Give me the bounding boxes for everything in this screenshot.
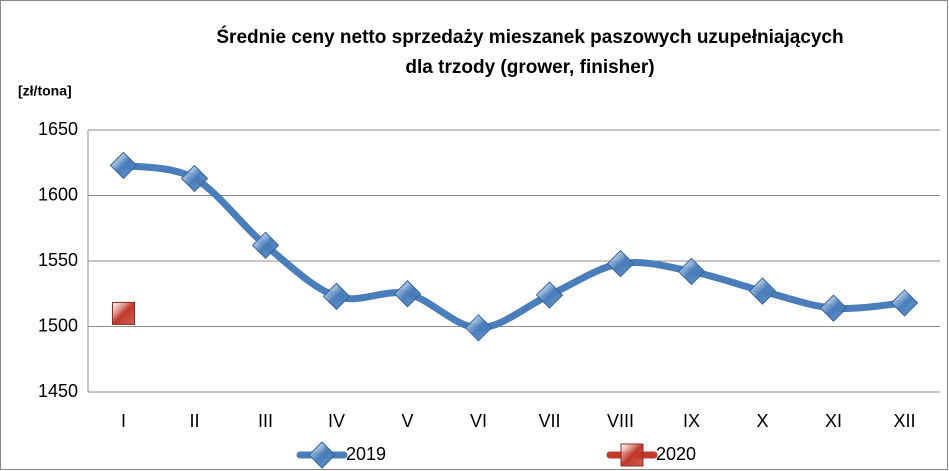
marker xyxy=(819,294,848,322)
x-tick-label: VII xyxy=(538,411,560,431)
y-axis-label: [zł/tona] xyxy=(18,83,72,99)
marker xyxy=(322,282,351,311)
x-tick-label: V xyxy=(401,411,413,431)
legend-label: 2020 xyxy=(656,444,696,464)
marker xyxy=(109,151,138,180)
marker xyxy=(393,280,422,308)
marker xyxy=(308,441,336,469)
x-tick-label: X xyxy=(756,411,768,431)
x-tick-label: I xyxy=(121,411,126,431)
x-tick-label: XII xyxy=(893,411,915,431)
x-tick-label: VIII xyxy=(607,411,634,431)
marker xyxy=(890,289,919,317)
marker xyxy=(464,314,493,342)
marker xyxy=(606,249,635,278)
x-tick-label: II xyxy=(189,411,199,431)
x-tick-label: III xyxy=(258,411,273,431)
marker xyxy=(180,164,209,193)
x-tick-label: XI xyxy=(825,411,842,431)
y-tick-label: 1500 xyxy=(38,315,78,335)
marker xyxy=(620,443,644,467)
x-tick-label: IV xyxy=(328,411,345,431)
x-tick-label: VI xyxy=(470,411,487,431)
chart-subtitle: dla trzody (grower, finisher) xyxy=(405,57,654,78)
y-tick-label: 1550 xyxy=(38,250,78,270)
x-tick-label: IX xyxy=(683,411,700,431)
marker xyxy=(251,231,280,259)
chart-title: Średnie ceny netto sprzedaży mieszanek p… xyxy=(216,26,843,48)
marker xyxy=(112,301,135,325)
legend-label: 2019 xyxy=(346,444,386,464)
marker xyxy=(677,257,706,286)
y-tick-label: 1650 xyxy=(38,119,78,139)
marker xyxy=(535,281,564,309)
y-tick-label: 1600 xyxy=(38,184,78,204)
y-tick-label: 1450 xyxy=(38,381,78,401)
marker xyxy=(748,277,777,305)
